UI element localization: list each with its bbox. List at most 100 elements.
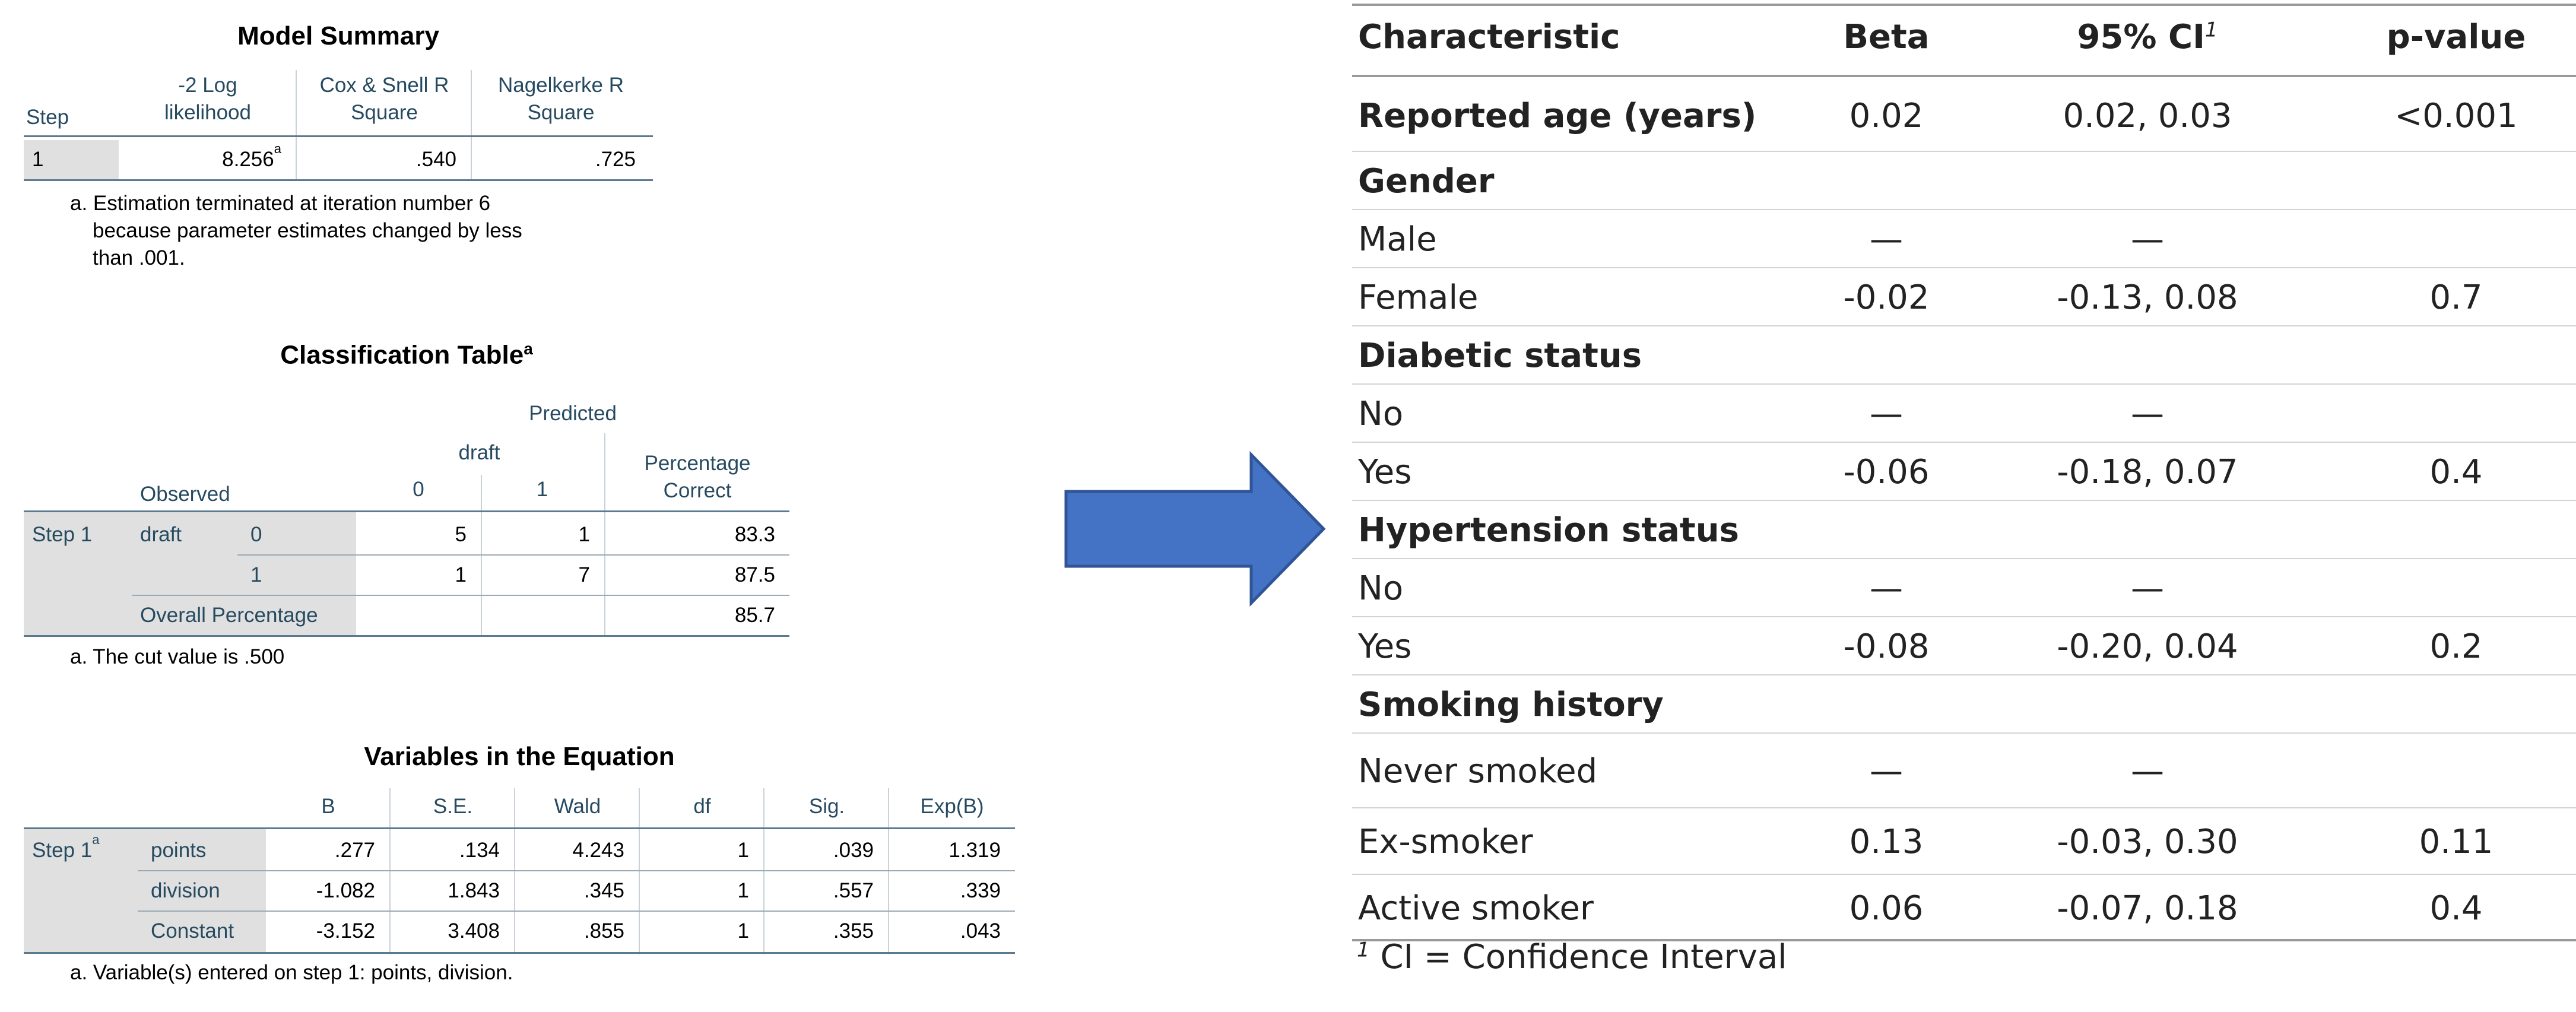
table-row: No — — (1352, 559, 2576, 617)
row-p-value: 0.4 (2429, 453, 2483, 491)
row-ci: — (2131, 752, 2164, 791)
ct-row1-pct: 87.5 (734, 563, 775, 586)
ct-row0-c0: 5 (455, 523, 467, 546)
ct-overall-label: Overall Percentage (140, 604, 318, 627)
ms-header-nagel: Nagelkerke R Square (497, 74, 624, 124)
ve-row0-b: .277 (334, 839, 375, 862)
ct-row0-c1: 1 (578, 523, 590, 546)
table-row: Male — — (1352, 210, 2576, 268)
regression-footnote: 1 CI = Confidence Interval (1357, 938, 1787, 976)
ve-row1-label: division (151, 879, 220, 902)
row-beta: 0.02 (1849, 97, 1924, 135)
row-p-value: 0.4 (2429, 889, 2483, 928)
row-ci: 0.02, 0.03 (2063, 97, 2232, 135)
table-row: Hypertension status (1352, 501, 2576, 559)
row-ci: — (2131, 569, 2164, 608)
ve-row0-expb: 1.319 (948, 839, 1001, 862)
ms-footnote-2: because parameter estimates changed by l… (93, 219, 522, 242)
ve-header-b: B (321, 795, 335, 818)
row-beta: — (1870, 752, 1903, 791)
row-label: Never smoked (1358, 752, 1598, 791)
ve-header-wald: Wald (554, 795, 601, 818)
ct-observed-header: Observed (140, 483, 230, 506)
ve-header-expb: Exp(B) (920, 795, 984, 818)
ct-row0-label: 0 (250, 523, 262, 546)
row-beta: 0.06 (1849, 889, 1924, 928)
ve-row0-sig: .039 (833, 839, 874, 862)
ct-col1-header: 1 (536, 478, 548, 501)
row-label: Active smoker (1358, 889, 1594, 928)
ms-cox-cell: .540 (415, 148, 456, 171)
ms-header-step: Step (26, 106, 69, 129)
row-label: Gender (1358, 162, 1495, 201)
ve-stub-grey (24, 829, 266, 954)
variables-title: Variables in the Equation (364, 742, 675, 771)
row-label: Reported age (years) (1358, 97, 1757, 135)
table-row: Never smoked — — (1352, 734, 2576, 808)
row-ci: -0.07, 0.18 (2057, 889, 2238, 928)
ct-row1-c0: 1 (455, 563, 467, 586)
ms-header-cox: Cox & Snell R Square (319, 74, 449, 124)
ve-row0-se: .134 (459, 839, 500, 862)
ve-step-label: Step 1a (32, 832, 100, 862)
classification-title: Classification Tablea (280, 340, 533, 370)
table-row: Reported age (years) 0.02 0.02, 0.03 <0.001 (1352, 80, 2576, 152)
table-row: Yes -0.08 -0.20, 0.04 0.2 (1352, 617, 2576, 675)
row-ci: -0.13, 0.08 (2057, 278, 2238, 317)
ms-footnote-1: a. Estimation terminated at iteration nu… (70, 192, 491, 215)
ct-overall-pct: 85.7 (734, 604, 775, 627)
header-characteristic: Characteristic (1358, 18, 1620, 56)
ct-row0-pct: 83.3 (734, 523, 775, 546)
row-ci: -0.18, 0.07 (2057, 453, 2238, 491)
header-ci: 95% CI1 (2077, 18, 2218, 56)
row-label: No (1358, 569, 1404, 608)
row-beta: — (1870, 395, 1903, 433)
ve-row2-b: -3.152 (316, 919, 375, 943)
row-label: Diabetic status (1358, 337, 1642, 375)
table-row: Diabetic status (1352, 326, 2576, 385)
ve-row2-se: 3.408 (448, 919, 500, 943)
ct-draft-header: draft (458, 441, 500, 464)
table-row: Female -0.02 -0.13, 0.08 0.7 (1352, 268, 2576, 326)
row-p-value: 0.2 (2429, 627, 2483, 666)
row-ci: — (2131, 220, 2164, 259)
ct-footnote: a. The cut value is .500 (70, 645, 285, 668)
row-p-value: <0.001 (2394, 97, 2518, 135)
row-ci: -0.03, 0.30 (2057, 823, 2238, 861)
table-row: Gender (1352, 152, 2576, 210)
ve-row1-df: 1 (737, 879, 749, 902)
ct-row1-label: 1 (250, 563, 262, 586)
ct-step-label: Step 1 (32, 523, 93, 546)
ms-nagel-cell: .725 (595, 148, 636, 171)
ct-col0-header: 0 (413, 478, 424, 501)
row-ci: — (2131, 395, 2164, 433)
ve-row0-df: 1 (737, 839, 749, 862)
table-row: Smoking history (1352, 675, 2576, 734)
table-row: Active smoker 0.06 -0.07, 0.18 0.4 (1352, 875, 2576, 941)
table-row: No — — (1352, 385, 2576, 443)
right-arrow-icon (1064, 451, 1326, 607)
row-ci: -0.20, 0.04 (2057, 627, 2238, 666)
ct-pct-header: Percentage Correct (644, 452, 751, 502)
row-beta: — (1870, 220, 1903, 259)
ms-step-cell: 1 (24, 140, 119, 179)
ve-row1-sig: .557 (833, 879, 874, 902)
ve-row2-label: Constant (151, 919, 234, 943)
row-beta: -0.08 (1843, 627, 1930, 666)
ve-row1-expb: .339 (960, 879, 1001, 902)
ve-row1-wald: .345 (583, 879, 624, 902)
header-beta: Beta (1843, 18, 1930, 56)
ct-var-label: draft (140, 523, 182, 546)
ve-row1-b: -1.082 (316, 879, 375, 902)
ve-row0-label: points (151, 839, 207, 862)
ve-row1-se: 1.843 (448, 879, 500, 902)
header-p-value: p-value (2386, 18, 2526, 56)
ve-header-sig: Sig. (808, 795, 845, 818)
ct-stub-grey (24, 512, 356, 636)
ct-predicted-header: Predicted (529, 402, 617, 425)
ve-header-df: df (693, 795, 711, 818)
row-beta: 0.13 (1849, 823, 1924, 861)
ve-row2-wald: .855 (583, 919, 624, 943)
row-label: Yes (1358, 627, 1412, 666)
ms-header-loglik: -2 Log likelihood (164, 74, 251, 124)
